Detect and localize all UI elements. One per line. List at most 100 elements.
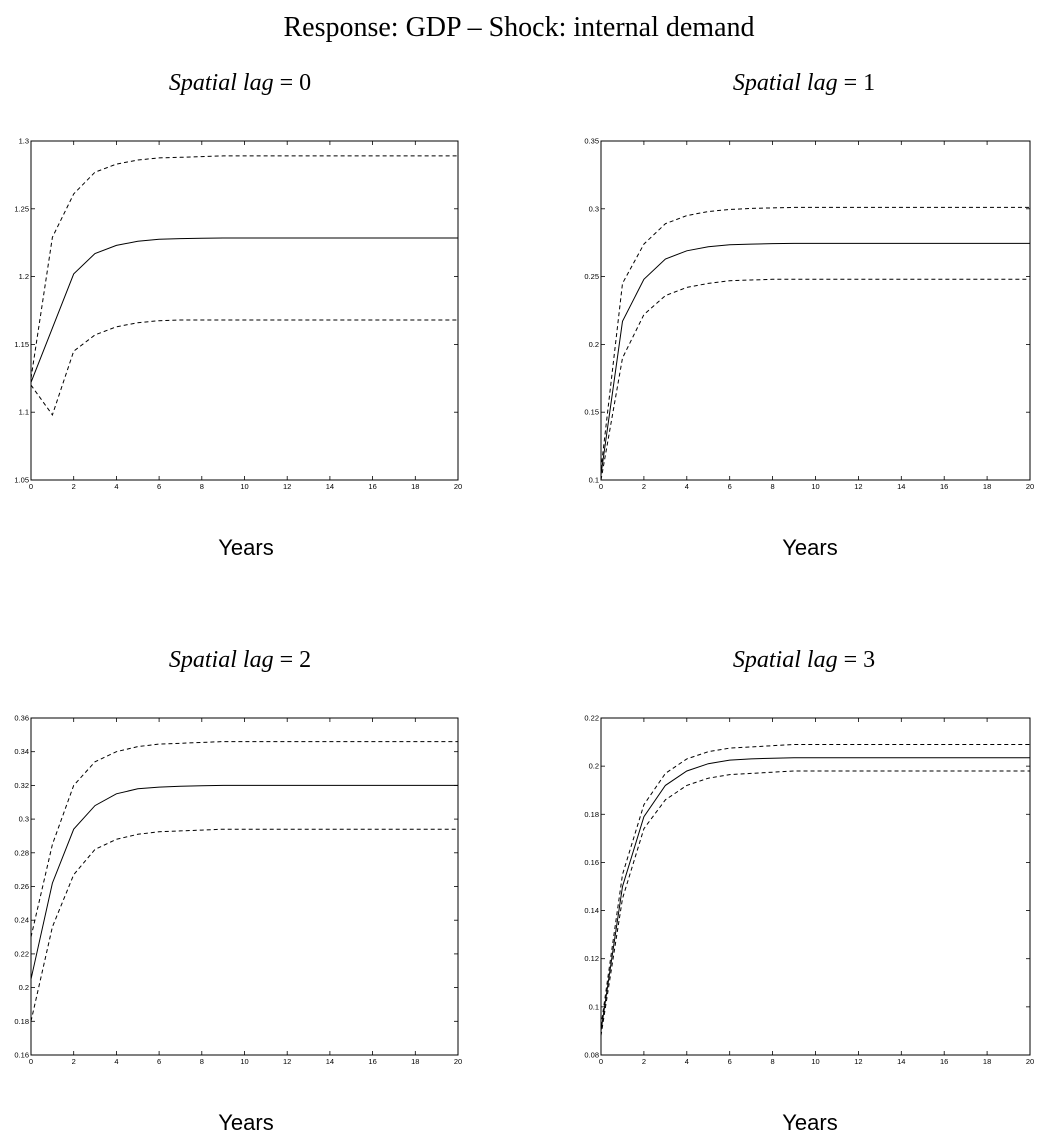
panel-2-x-tick-label: 18 [983,482,991,491]
panel-3-y-tick-label: 0.2 [19,983,29,992]
panel-3-x-tick-label: 20 [454,1057,462,1066]
panel-2-y-tick-label: 0.2 [589,340,599,349]
panel-2-y-tick-label: 0.35 [584,137,599,146]
panel-2-point-estimate-line [600,242,1030,475]
panel-1-y-tick-label: 1.15 [14,340,29,349]
panel-3-y-tick-label: 0.22 [14,949,29,958]
panel-3-x-tick-label: 8 [200,1057,204,1066]
panel-3-x-tick-label: 14 [326,1057,334,1066]
panel-2-x-tick-label: 0 [599,482,603,491]
panel-3-y-tick-label: 0.24 [14,916,29,925]
panel-1-axes-box [30,140,459,481]
panel-4-x-tick-label: 6 [728,1057,732,1066]
panel-1-y-tick-label: 1.3 [19,137,29,146]
panel-4-x-tick-label: 2 [642,1057,646,1066]
panel-3: 0 2 4 6 8 10 12 14 16 18 20 0.16 0.18 0.2 0.22 0.24 0.26… [14,714,462,1067]
panel-4-y-tick-label: 0.12 [584,954,599,963]
panel-title-1-suffix: = 0 [273,70,312,96]
panel-3-x-tick-label: 0 [29,1057,33,1066]
panel-title-1: Spatial lag = 0 [10,70,470,97]
panel-3-y-tick-label: 0.36 [14,714,29,723]
panel-3-x-tick-label: 16 [368,1057,376,1066]
panel-4-y-tick-label: 0.1 [589,1002,599,1011]
panel-3-y-tick-label: 0.3 [19,815,29,824]
panel-4-axes-box [600,717,1031,1056]
panel-1-y-tick-label: 1.1 [19,408,29,417]
panel-4-x-tick-label: 12 [854,1057,862,1066]
panel-2-lower-band-line [600,278,1030,481]
panel-1-x-tick-label: 20 [454,482,462,491]
panel-1-x-tick-label: 4 [114,482,118,491]
panel-3-y-tick-label: 0.16 [14,1051,29,1060]
panel-4-lower-band-line [600,770,1030,1036]
panel-2-x-tick-label: 2 [642,482,646,491]
panel-1-x-tick-label: 14 [326,482,334,491]
panel-2-x-tick-label: 6 [728,482,732,491]
panel-3-x-tick-label: 4 [114,1057,118,1066]
panel-2-x-tick-label: 10 [811,482,819,491]
panel-1-x-tick-label: 10 [240,482,248,491]
panel-4-y-tick-label: 0.08 [584,1051,599,1060]
panel-1-upper-band-line [30,155,458,379]
panel-2-x-tick-label: 20 [1026,482,1034,491]
panel-1-point-estimate-line [30,237,458,383]
panel-4-x-tick-label: 16 [940,1057,948,1066]
panel-3-xlabel: Years [218,1110,274,1135]
panel-4-x-tick-label: 10 [811,1057,819,1066]
panel-4-y-tick-label: 0.2 [589,762,599,771]
panel-3-x-tick-label: 6 [157,1057,161,1066]
panel-2-x-tick-label: 12 [854,482,862,491]
panel-1: 0 2 4 6 8 10 12 14 16 18 20 1.05 1.1 1.15 1.2 1.25 1.3 [14,137,462,492]
panel-3-point-estimate-line [30,784,458,980]
panel-1-y-tick-label: 1.05 [14,476,29,485]
panel-3-y-tick-label: 0.28 [14,848,29,857]
panel-1-y-tick-label: 1.2 [19,272,29,281]
panel-4-y-tick-label: 0.14 [584,906,599,915]
panel-3-axes-box [30,717,459,1056]
panel-title-3-prefix: Spatial lag [168,647,274,673]
panel-4-x-tick-label: 20 [1026,1057,1034,1066]
panel-2-upper-band-line [600,206,1030,470]
panel-title-4: Spatial lag = 3 [574,647,1034,674]
panel-1-x-tick-label: 12 [283,482,291,491]
panel-4: 0 2 4 6 8 10 12 14 16 18 20 0.08 0.1 0.12 0.14 0.16 0.18… [584,714,1034,1067]
panel-4-x-tick-label: 18 [983,1057,991,1066]
panel-title-2: Spatial lag = 1 [574,70,1034,97]
panel-3-upper-band-line [30,741,458,938]
panel-4-x-tick-label: 4 [685,1057,689,1066]
panel-3-lower-band-line [30,828,458,1022]
panel-1-x-tick-label: 16 [368,482,376,491]
panel-3-y-tick-label: 0.26 [14,882,29,891]
panel-4-point-estimate-line [600,757,1030,1031]
panel-3-y-tick-label: 0.32 [14,781,29,790]
panel-1-x-tick-label: 2 [72,482,76,491]
panel-1-x-tick-label: 8 [200,482,204,491]
panel-4-upper-band-line [600,744,1030,1027]
panel-1-y-tick-label: 1.25 [14,204,29,213]
panel-2: 0 2 4 6 8 10 12 14 16 18 20 0.1 0.15 0.2 0.25 0.3 0.35 [584,137,1034,492]
panel-2-axes-box [600,140,1031,481]
panel-1-xlabel: Years [218,535,274,560]
panel-title-3: Spatial lag = 2 [10,647,470,674]
panel-1-x-tick-label: 6 [157,482,161,491]
figure-title: Response: GDP – Shock: internal demand [283,12,755,43]
panel-2-xlabel: Years [782,535,838,560]
panel-2-x-tick-label: 14 [897,482,905,491]
panel-3-x-tick-label: 12 [283,1057,291,1066]
panel-title-2-prefix: Spatial lag [732,70,838,96]
panel-4-y-tick-label: 0.18 [584,810,599,819]
panel-title-1-prefix: Spatial lag [168,70,274,96]
panel-4-xlabel: Years [782,1110,838,1135]
panel-2-y-tick-label: 0.15 [584,408,599,417]
panel-3-y-tick-label: 0.34 [14,747,29,756]
panel-1-x-tick-label: 18 [411,482,419,491]
panel-1-lower-band-line [30,319,458,416]
panel-2-y-tick-label: 0.3 [589,204,599,213]
panel-4-x-tick-label: 14 [897,1057,905,1066]
panel-title-4-suffix: = 3 [837,647,876,673]
panel-2-x-tick-label: 8 [771,482,775,491]
panel-title-2-suffix: = 1 [837,70,876,96]
panel-4-x-tick-label: 0 [599,1057,603,1066]
panel-3-x-tick-label: 10 [240,1057,248,1066]
